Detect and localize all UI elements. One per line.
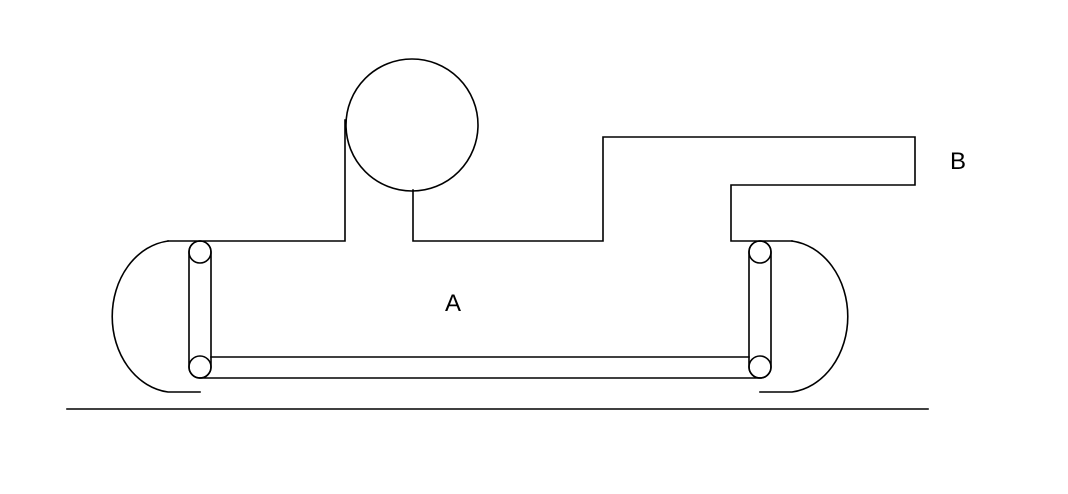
- left-rod: [188, 240, 212, 379]
- label-b: B: [950, 148, 966, 175]
- right-rod: [748, 240, 772, 379]
- right-wheel: [759, 240, 849, 393]
- top-bulb: [345, 58, 479, 192]
- vessel-outline: [167, 119, 916, 242]
- right-rod-top-joint: [748, 240, 772, 264]
- diagram-lines: [66, 58, 929, 410]
- left-rod-bottom-joint: [188, 355, 212, 379]
- label-a: A: [445, 290, 461, 317]
- left-wheel: [111, 240, 201, 393]
- right-rod-bottom-joint: [748, 355, 772, 379]
- left-rod-top-joint: [188, 240, 212, 264]
